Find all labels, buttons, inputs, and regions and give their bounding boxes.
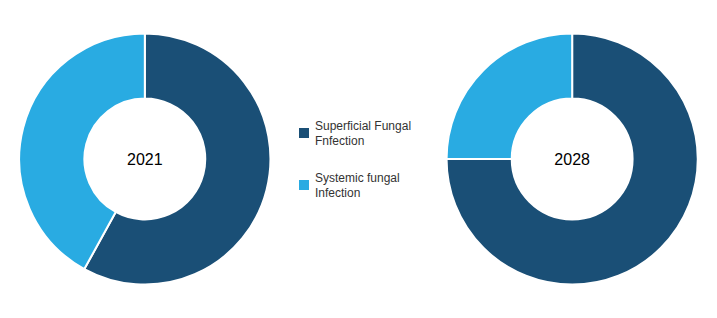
svg-text:2021: 2021 — [127, 151, 163, 168]
svg-text:Infection: Infection — [315, 186, 360, 200]
svg-text:Fnfection: Fnfection — [315, 134, 364, 148]
svg-text:Systemic fungal: Systemic fungal — [315, 171, 400, 185]
svg-text:2028: 2028 — [554, 151, 590, 168]
svg-text:Superficial Fungal: Superficial Fungal — [315, 119, 411, 133]
